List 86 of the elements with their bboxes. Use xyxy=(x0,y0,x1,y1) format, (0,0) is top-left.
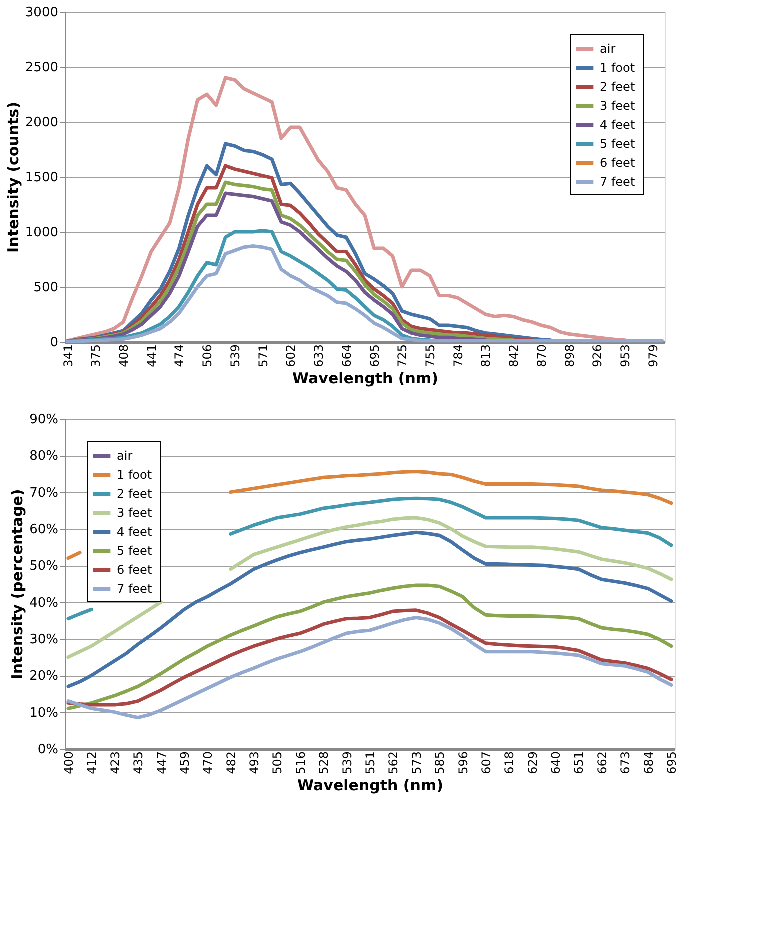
legend-label: 7 feet xyxy=(117,582,152,596)
x-tick-label: 505 xyxy=(270,752,285,774)
x-tick-label: 640 xyxy=(549,752,564,774)
y-tick-label: 80% xyxy=(30,449,58,464)
x-axis-title: Wavelength (nm) xyxy=(298,776,444,794)
x-tick-label: 571 xyxy=(256,344,270,368)
x-tick-label: 695 xyxy=(665,752,680,774)
y-tick-label: 50% xyxy=(30,559,58,574)
legend-label: 6 feet xyxy=(117,563,152,577)
x-tick-label: 506 xyxy=(200,344,215,368)
x-tick-label: 618 xyxy=(502,752,517,774)
x-tick-label: 400 xyxy=(62,752,76,774)
legend-label: air xyxy=(117,449,133,463)
x-tick-label: 651 xyxy=(572,752,586,774)
x-tick-label: 562 xyxy=(386,752,401,774)
x-tick-label: 423 xyxy=(108,752,122,774)
x-tick-label: 842 xyxy=(507,344,522,368)
x-tick-label: 482 xyxy=(224,752,238,774)
legend-label: 3 feet xyxy=(600,99,636,113)
x-tick-label: 607 xyxy=(479,752,494,774)
x-tick-label: 633 xyxy=(312,344,326,368)
x-axis-title: Wavelength (nm) xyxy=(292,369,438,388)
y-tick-label: 3000 xyxy=(25,6,58,20)
y-tick-label: 0% xyxy=(38,742,58,758)
legend-label: 5 feet xyxy=(600,137,636,151)
legend-label: 4 feet xyxy=(117,525,152,539)
x-tick-label: 528 xyxy=(317,752,332,774)
y-tick-label: 2000 xyxy=(25,116,58,130)
x-tick-label: 341 xyxy=(61,344,76,368)
legend-label: 1 foot xyxy=(117,468,152,482)
x-tick-label: 539 xyxy=(228,344,242,368)
x-tick-label: 408 xyxy=(117,344,132,368)
x-tick-label: 493 xyxy=(248,752,262,774)
legend-label: 5 feet xyxy=(117,544,152,558)
legend-label: 7 feet xyxy=(600,175,636,189)
x-tick-label: 664 xyxy=(340,344,354,368)
x-tick-label: 784 xyxy=(451,344,466,368)
x-tick-label: 684 xyxy=(642,752,656,774)
x-tick-label: 474 xyxy=(172,344,187,368)
x-tick-label: 447 xyxy=(154,752,169,774)
x-tick-label: 459 xyxy=(178,752,192,774)
y-tick-label: 30% xyxy=(30,632,58,648)
x-tick-label: 441 xyxy=(144,344,159,368)
y-tick-label: 70% xyxy=(30,486,58,501)
x-tick-label: 870 xyxy=(534,344,549,368)
x-tick-label: 953 xyxy=(618,344,633,368)
legend-label: air xyxy=(600,42,616,56)
y-tick-label: 60% xyxy=(30,522,58,538)
y-tick-label: 1000 xyxy=(25,226,58,240)
y-tick-label: 1500 xyxy=(25,170,58,186)
y-tick-label: 0 xyxy=(50,336,58,350)
x-tick-label: 629 xyxy=(526,752,540,774)
x-tick-label: 813 xyxy=(479,344,494,368)
y-tick-label: 2500 xyxy=(25,60,58,76)
x-tick-label: 585 xyxy=(433,752,448,774)
x-tick-label: 926 xyxy=(590,344,605,368)
y-tick-label: 90% xyxy=(30,412,58,428)
x-tick-label: 755 xyxy=(424,344,438,368)
x-tick-label: 470 xyxy=(201,752,216,774)
legend-label: 3 feet xyxy=(117,506,152,520)
y-axis-title: Intensity (percentage) xyxy=(8,489,27,680)
x-tick-label: 435 xyxy=(132,752,146,774)
x-tick-label: 539 xyxy=(340,752,354,774)
y-tick-label: 10% xyxy=(30,706,58,721)
x-tick-label: 516 xyxy=(294,752,308,774)
y-axis-title: Intensity (counts) xyxy=(4,102,22,253)
x-tick-label: 551 xyxy=(364,752,378,774)
legend-label: 4 feet xyxy=(600,118,636,132)
x-tick-label: 898 xyxy=(562,344,577,368)
x-tick-label: 662 xyxy=(595,752,610,774)
x-tick-label: 596 xyxy=(456,752,470,774)
x-tick-label: 375 xyxy=(89,344,104,368)
x-tick-label: 573 xyxy=(410,752,424,774)
x-tick-label: 602 xyxy=(284,344,298,368)
y-tick-label: 500 xyxy=(34,280,58,296)
y-tick-label: 40% xyxy=(30,596,58,611)
y-tick-label: 20% xyxy=(30,669,58,684)
x-tick-label: 412 xyxy=(85,752,100,774)
x-tick-label: 979 xyxy=(646,344,660,368)
x-tick-label: 725 xyxy=(396,344,410,368)
x-tick-label: 673 xyxy=(618,752,633,774)
legend-label: 2 feet xyxy=(600,80,636,94)
legend-label: 1 foot xyxy=(600,61,636,75)
x-tick-label: 695 xyxy=(368,344,382,368)
legend-label: 6 feet xyxy=(600,156,636,170)
legend-label: 2 feet xyxy=(117,487,152,501)
